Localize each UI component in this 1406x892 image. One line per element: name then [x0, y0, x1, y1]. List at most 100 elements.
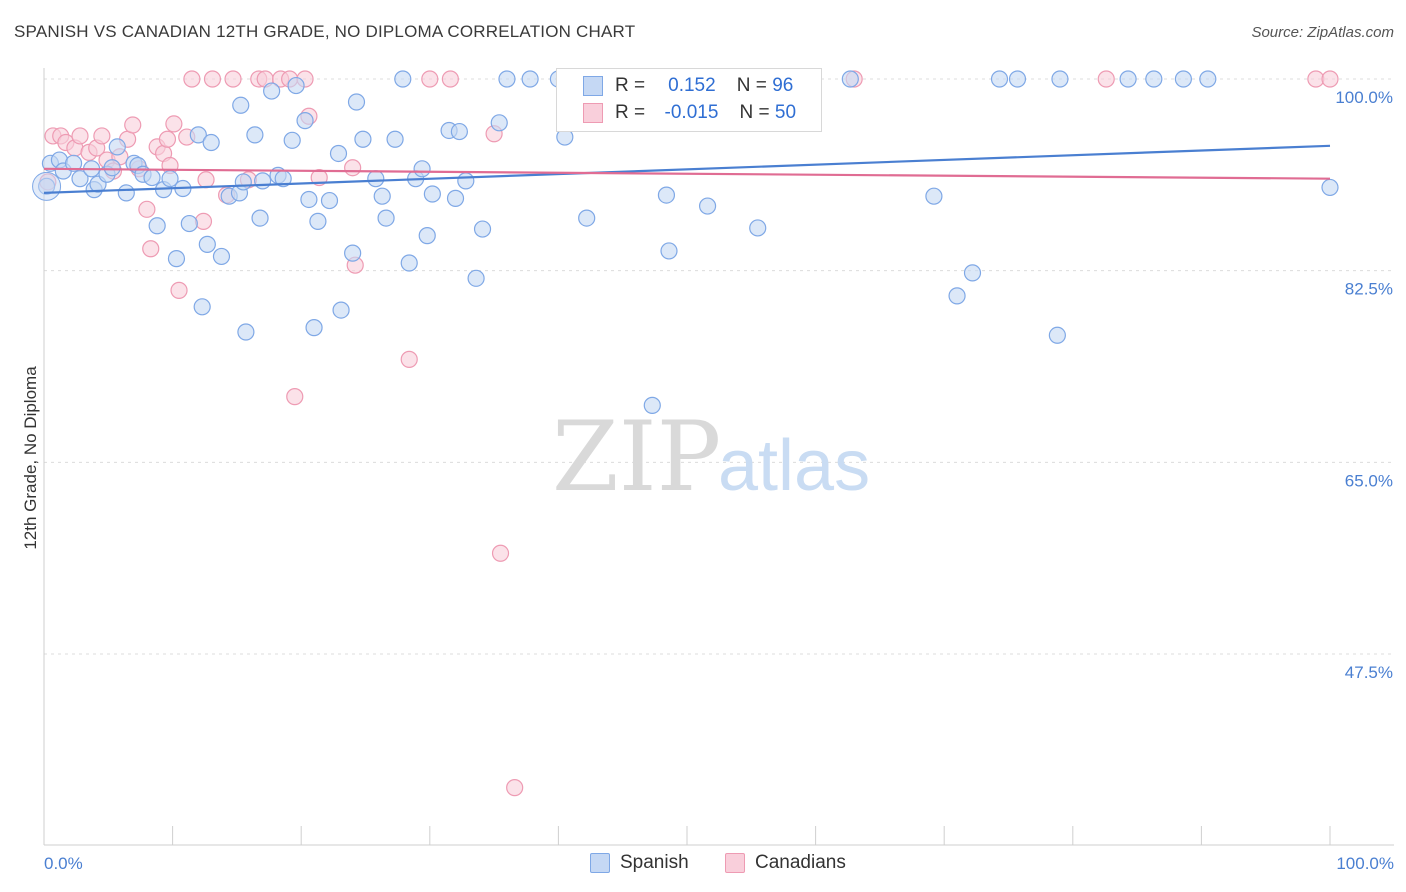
legend-item-spanish[interactable]: Spanish [590, 852, 689, 874]
series-legend: Spanish Canadians [0, 852, 1406, 878]
legend-swatch-spanish [583, 76, 603, 96]
data-point [283, 131, 301, 149]
data-point [643, 396, 661, 414]
y-tick-label: 47.5% [1345, 663, 1393, 682]
y-tick-label: 65.0% [1345, 471, 1393, 490]
data-point [491, 544, 510, 562]
source-label: Source: ZipAtlas.com [1251, 24, 1394, 41]
data-point [251, 209, 269, 227]
watermark-atlas: atlas [718, 426, 870, 506]
legend-row-canadians: R = -0.015 N = 50 [583, 100, 796, 126]
y-axis-label: 12th Grade, No Diploma [21, 366, 40, 550]
data-point [749, 219, 767, 237]
data-point [400, 254, 418, 272]
legend-item-canadians[interactable]: Canadians [725, 852, 846, 874]
legend-row-spanish: R = 0.152 N = 96 [583, 73, 793, 99]
data-point [373, 187, 391, 205]
data-point [193, 298, 211, 316]
data-point [354, 130, 372, 148]
data-point [287, 76, 305, 95]
data-point [300, 190, 318, 209]
data-point [841, 70, 859, 88]
data-point [506, 779, 524, 797]
data-point [167, 250, 186, 268]
data-point [386, 130, 404, 148]
data-point [71, 127, 89, 145]
data-point [263, 82, 281, 100]
data-point [158, 130, 177, 148]
stats-legend: R = 0.152 N = 96 R = -0.015 N = 50 [556, 68, 822, 132]
data-point [310, 168, 328, 187]
y-tick-label: 82.5% [1345, 280, 1393, 299]
data-point [103, 159, 121, 177]
data-point [180, 214, 198, 233]
data-point [490, 114, 508, 132]
legend-n-label: N = [739, 102, 770, 123]
data-point [990, 70, 1009, 88]
data-point [254, 172, 272, 190]
data-point [143, 168, 161, 187]
legend-swatch-spanish [590, 853, 610, 873]
data-point [234, 173, 252, 191]
data-point [93, 127, 111, 145]
data-point [1199, 70, 1217, 88]
data-point [286, 388, 304, 406]
data-point [1051, 70, 1069, 88]
data-point [1321, 178, 1339, 197]
watermark: ZIP atlas [552, 401, 870, 513]
data-point [212, 247, 231, 266]
data-point [189, 126, 207, 144]
data-point [246, 126, 264, 144]
data-point [948, 287, 966, 305]
data-point [309, 212, 327, 230]
data-point [203, 70, 222, 88]
data-point [320, 191, 339, 210]
data-point [1119, 70, 1137, 88]
data-point [332, 301, 350, 319]
data-point [521, 70, 539, 88]
data-point [377, 209, 395, 227]
data-point [344, 244, 362, 262]
data-point [197, 171, 215, 189]
y-tick-label: 100.0% [1335, 88, 1393, 107]
legend-r-label: R = [615, 102, 646, 123]
data-point [142, 240, 160, 258]
data-point [400, 350, 418, 368]
legend-n-value: 96 [772, 75, 794, 96]
data-point [963, 264, 982, 282]
data-point [446, 189, 465, 207]
data-point [32, 171, 62, 201]
legend-r-value: -0.015 [664, 102, 719, 123]
legend-swatch-canadians [725, 853, 745, 873]
data-point [441, 70, 459, 88]
data-point [657, 186, 676, 204]
data-point [578, 209, 596, 227]
chart-title: SPANISH VS CANADIAN 12TH GRADE, NO DIPLO… [14, 22, 636, 41]
data-point [124, 116, 142, 134]
data-point [394, 70, 412, 88]
legend-label-spanish: Spanish [620, 852, 689, 873]
data-point [165, 115, 183, 133]
x-tick-label-min: 0.0% [44, 854, 83, 873]
data-point [138, 200, 156, 218]
data-point [498, 70, 516, 88]
data-point [117, 184, 135, 202]
data-point [450, 122, 468, 141]
data-point [367, 170, 385, 188]
data-point [698, 197, 717, 215]
legend-swatch-canadians [583, 103, 603, 123]
data-point [194, 212, 213, 230]
y-tick-labels: 100.0% 82.5% 65.0% 47.5% [1335, 88, 1393, 682]
data-point [237, 323, 255, 341]
data-point [198, 235, 216, 253]
data-point [1174, 70, 1192, 88]
data-point [148, 217, 166, 235]
data-point [224, 70, 242, 88]
trend-lines [43, 144, 1331, 195]
data-point [305, 319, 323, 337]
data-point [71, 170, 89, 188]
legend-n-value: 50 [774, 102, 797, 123]
series-spanish [32, 70, 1339, 414]
data-point [170, 281, 188, 299]
